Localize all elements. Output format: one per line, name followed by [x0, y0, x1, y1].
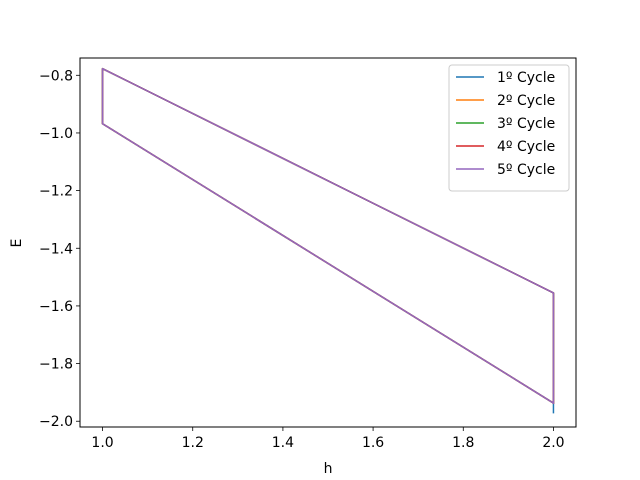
y-tick-label: −1.0: [39, 126, 73, 142]
y-tick-label: −1.8: [39, 357, 73, 373]
x-axis-ticks: 1.0 1.2 1.4 1.6 1.8 2.0: [91, 427, 565, 451]
y-tick-label: −0.8: [39, 68, 73, 84]
legend-label-2: 2º Cycle: [497, 93, 555, 109]
y-tick-label: −2.0: [39, 414, 73, 430]
legend-label-5: 5º Cycle: [497, 162, 555, 178]
y-axis-ticks: −2.0 −1.8 −1.6 −1.4 −1.2 −1.0 −0.8: [39, 68, 80, 430]
legend-label-1: 1º Cycle: [497, 70, 555, 86]
x-tick-label: 1.2: [182, 435, 204, 451]
x-axis-label: h: [324, 461, 333, 477]
y-tick-label: −1.4: [39, 241, 73, 257]
legend-box: [448, 64, 570, 192]
x-tick-label: 1.6: [362, 435, 384, 451]
legend-label-4: 4º Cycle: [497, 139, 555, 155]
x-tick-label: 1.4: [272, 435, 294, 451]
series-line-5: [101, 67, 555, 405]
y-tick-label: −1.2: [39, 184, 73, 200]
legend: 1º Cycle 2º Cycle 3º Cycle 4º Cycle 5º Cycle: [448, 64, 570, 192]
y-axis-label: E: [9, 239, 25, 248]
x-tick-label: 1.0: [91, 435, 113, 451]
plot-frame: [79, 57, 577, 428]
x-tick-label: 2.0: [542, 435, 564, 451]
y-tick-label: −1.6: [39, 299, 73, 315]
legend-label-3: 3º Cycle: [497, 116, 555, 132]
series-layer: [101, 67, 555, 414]
x-tick-label: 1.8: [452, 435, 474, 451]
